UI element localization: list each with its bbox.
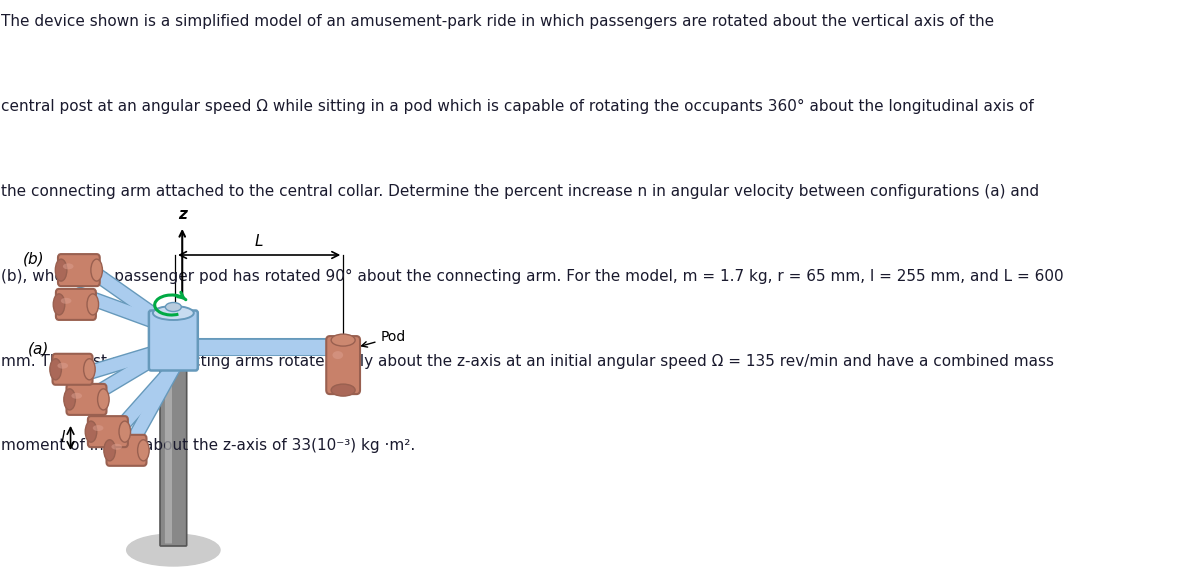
Ellipse shape	[152, 306, 193, 320]
Text: Pod: Pod	[361, 330, 406, 347]
FancyBboxPatch shape	[56, 289, 96, 320]
Text: central post at an angular speed Ω while sitting in a pod which is capable of ro: central post at an angular speed Ω while…	[1, 99, 1033, 114]
Ellipse shape	[62, 264, 73, 269]
Ellipse shape	[104, 439, 115, 461]
Ellipse shape	[331, 334, 355, 346]
Ellipse shape	[61, 298, 72, 304]
Text: Ω: Ω	[176, 314, 190, 332]
FancyBboxPatch shape	[164, 342, 172, 544]
FancyBboxPatch shape	[149, 311, 198, 371]
Text: (a): (a)	[28, 342, 49, 357]
Ellipse shape	[331, 384, 355, 396]
Ellipse shape	[91, 259, 102, 281]
Text: +: +	[332, 371, 343, 383]
Ellipse shape	[71, 393, 82, 399]
FancyBboxPatch shape	[53, 354, 92, 385]
FancyBboxPatch shape	[88, 416, 128, 447]
FancyBboxPatch shape	[160, 339, 187, 546]
Ellipse shape	[85, 421, 97, 442]
FancyBboxPatch shape	[58, 254, 100, 286]
Ellipse shape	[138, 439, 149, 461]
Ellipse shape	[84, 359, 95, 380]
Ellipse shape	[58, 363, 68, 368]
Text: moment of inertia about the z-axis of 33(10⁻³) kg ·m².: moment of inertia about the z-axis of 33…	[1, 438, 415, 453]
Text: L: L	[254, 234, 263, 249]
FancyBboxPatch shape	[326, 336, 360, 394]
Ellipse shape	[332, 351, 343, 359]
Text: z: z	[178, 207, 187, 222]
Text: r: r	[348, 372, 354, 386]
Text: Frame: Frame	[203, 342, 272, 356]
Ellipse shape	[64, 389, 76, 410]
Text: l: l	[61, 430, 65, 445]
Text: mm. The post and connecting arms rotate freely about the z-axis at an initial an: mm. The post and connecting arms rotate …	[1, 354, 1054, 368]
Ellipse shape	[119, 421, 131, 442]
Ellipse shape	[88, 294, 98, 315]
Ellipse shape	[97, 389, 109, 410]
FancyBboxPatch shape	[66, 384, 107, 415]
Ellipse shape	[166, 303, 181, 312]
Text: The device shown is a simplified model of an amusement-park ride in which passen: The device shown is a simplified model o…	[1, 14, 994, 29]
Ellipse shape	[50, 359, 61, 380]
Ellipse shape	[127, 534, 220, 566]
Text: (b), where the passenger pod has rotated 90° about the connecting arm. For the m: (b), where the passenger pod has rotated…	[1, 269, 1063, 284]
Ellipse shape	[92, 425, 103, 431]
Ellipse shape	[112, 444, 122, 450]
Text: (b): (b)	[23, 252, 44, 267]
Ellipse shape	[55, 259, 67, 281]
Ellipse shape	[53, 294, 65, 315]
Text: m: m	[341, 355, 353, 368]
Text: the connecting arm attached to the central collar. Determine the percent increas: the connecting arm attached to the centr…	[1, 184, 1039, 199]
FancyBboxPatch shape	[107, 435, 146, 466]
